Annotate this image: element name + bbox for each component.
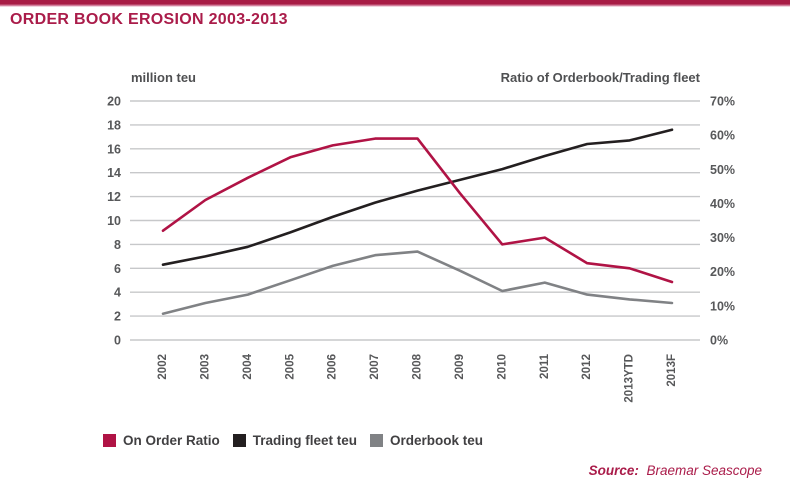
left-axis-tick-label: 12	[107, 190, 121, 204]
series-line-trading-fleet-teu	[161, 128, 674, 267]
legend-item-on-order-ratio: On Order Ratio	[103, 433, 220, 448]
right-axis-tick-label: 10%	[710, 299, 735, 313]
source-label: Source:	[588, 463, 639, 478]
left-axis-tick-label: 10	[107, 214, 121, 228]
left-axis-tick-label: 0	[114, 334, 121, 348]
series-line-orderbook-teu	[161, 250, 674, 316]
left-axis-tick-label: 8	[114, 238, 121, 252]
source-note: Source: Braemar Seascope	[589, 463, 762, 478]
x-axis-tick-label: 2002	[157, 354, 169, 380]
legend-swatch-icon	[103, 434, 116, 447]
x-axis-tick-label: 2013YTD	[624, 354, 636, 403]
x-axis-tick-label: 2003	[199, 354, 211, 380]
right-axis-tick-label: 30%	[710, 231, 735, 245]
right-axis-tick-label: 70%	[710, 95, 735, 109]
left-axis-title: million teu	[131, 70, 196, 85]
left-axis-tick-label: 18	[107, 118, 121, 132]
legend-item-orderbook-teu: Orderbook teu	[370, 433, 483, 448]
x-axis-tick-label: 2013F	[666, 354, 678, 387]
right-axis-tick-label: 50%	[710, 163, 735, 177]
x-axis-tick-label: 2010	[496, 354, 508, 380]
right-axis-tick-label: 0%	[710, 334, 728, 348]
source-text: Braemar Seascope	[646, 463, 762, 478]
legend-swatch-icon	[232, 434, 246, 447]
left-axis-tick-label: 20	[107, 95, 121, 109]
left-axis-tick-label: 2	[114, 310, 121, 324]
accent-top-bar	[0, 0, 790, 7]
series-line-on-order-ratio	[161, 137, 674, 284]
x-axis-tick-label: 2006	[327, 354, 339, 380]
x-axis-tick-label: 2009	[454, 354, 466, 380]
x-axis-tick-label: 2012	[581, 354, 593, 380]
chart-legend: On Order Ratio Trading fleet teu Orderbook…	[103, 433, 483, 448]
right-axis-title: Ratio of Orderbook/Trading fleet	[500, 70, 700, 85]
right-axis-tick-label: 40%	[710, 197, 735, 211]
left-axis-tick-label: 14	[107, 166, 121, 180]
legend-swatch-icon	[370, 434, 384, 447]
x-axis-tick-label: 2004	[242, 353, 254, 379]
page-title: ORDER BOOK EROSION 2003-2013	[10, 11, 288, 28]
right-axis-tick-label: 60%	[710, 129, 735, 143]
left-axis-tick-label: 6	[114, 262, 121, 276]
left-axis-tick-label: 4	[114, 286, 121, 300]
legend-item-trading-fleet-teu: Trading fleet teu	[232, 433, 358, 448]
right-axis-tick-label: 20%	[710, 265, 735, 279]
left-axis-tick-label: 16	[107, 142, 121, 156]
legend-label: Trading fleet teu	[252, 433, 358, 448]
x-axis-tick-label: 2011	[539, 353, 551, 379]
x-axis-tick-label: 2007	[369, 354, 381, 380]
legend-label: On Order Ratio	[123, 433, 220, 448]
x-axis-tick-label: 2008	[412, 353, 424, 379]
x-axis-tick-label: 2005	[284, 353, 296, 379]
legend-label: Orderbook teu	[390, 433, 484, 448]
